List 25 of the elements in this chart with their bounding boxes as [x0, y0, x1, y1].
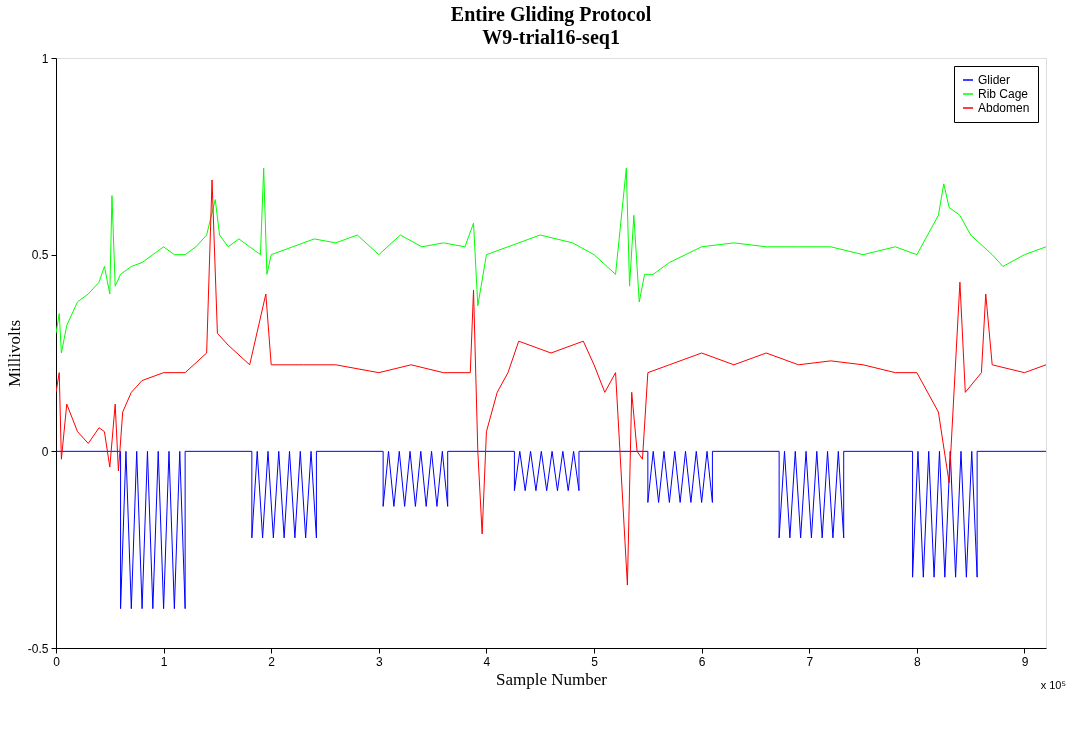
y-tick-label: 1 [41, 51, 49, 66]
text: x 10⁵ [1040, 679, 1066, 691]
x-tick-label: 1 [160, 654, 168, 669]
y-axis-title: Millivolts [4, 319, 24, 388]
x-tick-label: 6 [698, 654, 706, 669]
legend-label: Rib Cage [978, 87, 1029, 101]
x-tick-label: 8 [914, 654, 922, 669]
chart-subtitle: W9-trial16-seq1 [482, 26, 620, 49]
y-tick-label: -0.5 [27, 641, 49, 656]
x-tick-label: 9 [1021, 654, 1029, 669]
x-tick-label: 5 [591, 654, 599, 669]
chart-title: Entire Gliding Protocol [450, 3, 652, 26]
x-tick-label: 7 [806, 654, 814, 669]
line-series [56, 167, 1046, 354]
x-axis-title: Sample Number [496, 669, 608, 689]
legend-label: Abdomen [978, 101, 1030, 115]
x-tick-label: 0 [53, 654, 61, 669]
y-tick-label: 0.5 [31, 248, 49, 263]
x-tick-label: 3 [375, 654, 383, 669]
x-tick-label: 2 [268, 654, 276, 669]
line-series [56, 179, 1046, 586]
x-tick-label: 4 [483, 654, 491, 669]
legend-label: Glider [978, 73, 1011, 87]
y-tick-label: 0 [41, 444, 49, 459]
line-series [56, 450, 1046, 610]
